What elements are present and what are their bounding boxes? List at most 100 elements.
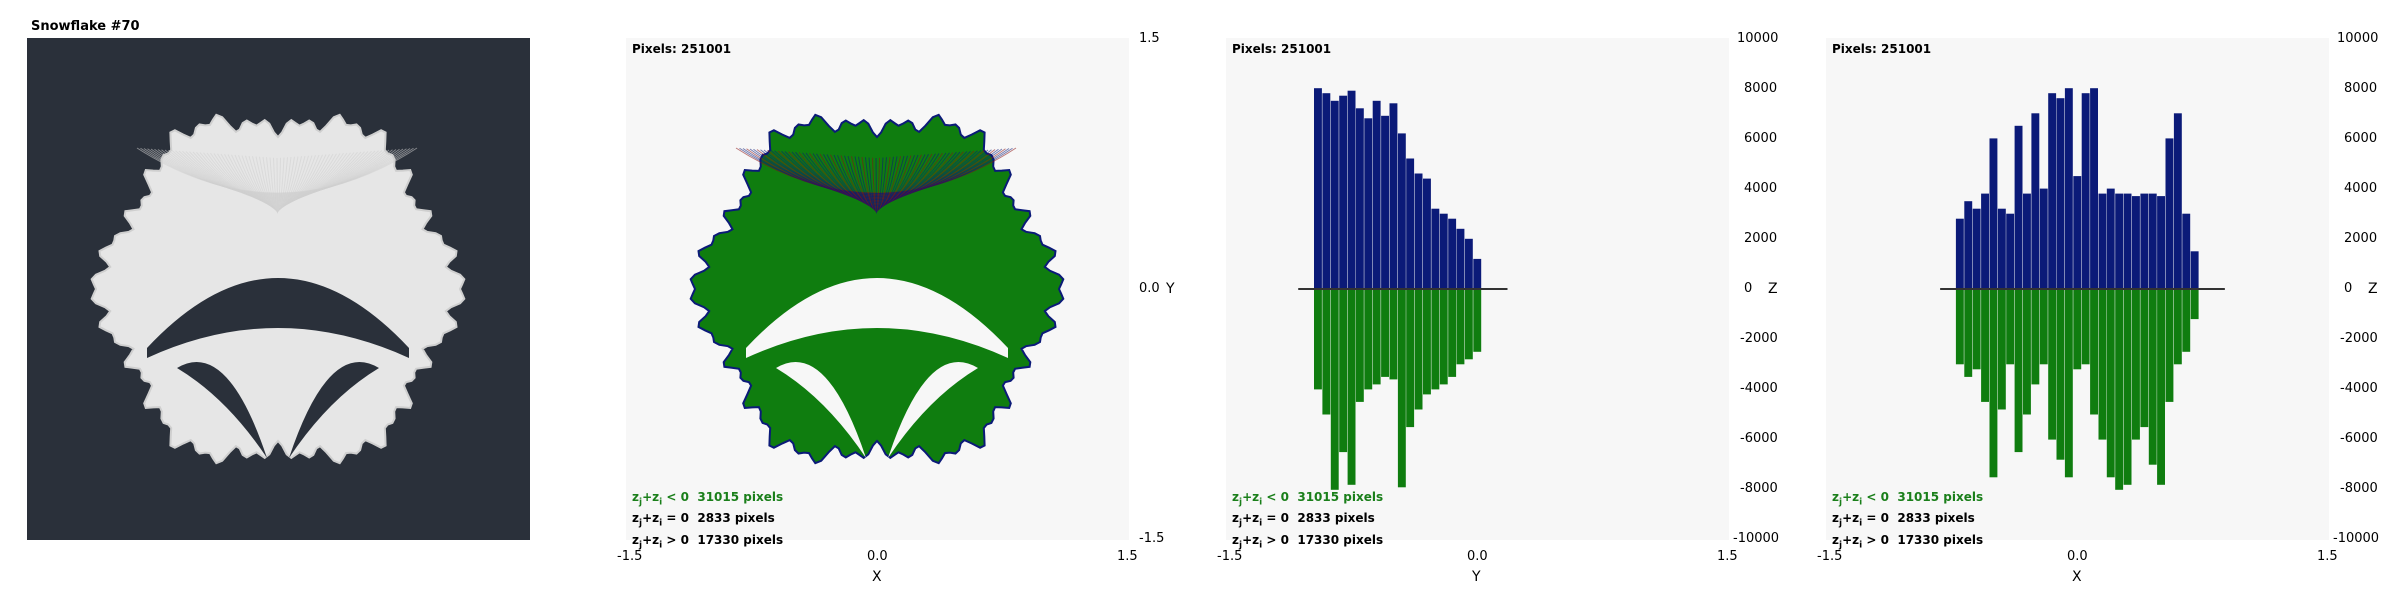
bar-negative: [1955, 289, 1964, 365]
yz-pixels-label: Pixels: 251001: [1232, 42, 1332, 56]
xy-plot: [626, 38, 1129, 540]
bar-negative: [2064, 289, 2073, 478]
snowflake-fan-line: [276, 157, 278, 214]
yz-right-tick-4: 2000: [1744, 231, 1778, 246]
snowflake-shape: [90, 113, 466, 465]
xz-x-tick-left: -1.5: [1817, 549, 1843, 564]
bar-negative: [2098, 289, 2107, 440]
bar-positive: [2031, 113, 2040, 289]
xz-plot: [1826, 38, 2329, 540]
xz-x-tick-right: 1.5: [2317, 549, 2338, 564]
bar-positive: [1414, 173, 1423, 289]
bar-negative: [2048, 289, 2057, 440]
bar-positive: [1981, 193, 1989, 289]
bar-positive: [1322, 93, 1331, 289]
xz-right-tick-3: 4000: [2344, 181, 2378, 196]
bar-negative: [1972, 289, 1981, 370]
bar-positive: [1381, 115, 1389, 289]
bar-positive: [1473, 258, 1482, 289]
xz-bars: [1940, 88, 2225, 490]
bar-positive: [1389, 103, 1398, 289]
bar-negative: [1355, 289, 1364, 402]
yz-right-tick-1: 8000: [1744, 81, 1778, 96]
bar-negative: [2132, 289, 2140, 440]
bar-negative: [1330, 289, 1339, 490]
bar-negative: [2157, 289, 2165, 485]
bar-negative: [2081, 289, 2090, 365]
xy-x-tick-right: 1.5: [1117, 549, 1138, 564]
bar-positive: [2039, 188, 2048, 289]
legend-zero: zj+zi = 0 2833 pixels: [632, 511, 775, 529]
xy-right-tick-top: 1.5: [1139, 31, 1160, 46]
bar-negative: [1473, 289, 1482, 352]
yz-right-axis-name: Z: [1768, 281, 1778, 297]
bar-negative: [2106, 289, 2115, 478]
bar-positive: [2132, 196, 2140, 289]
legend-positive: zj+zi > 0 17330 pixels: [1832, 532, 1984, 551]
yz-right-tick-8: -6000: [1740, 431, 1778, 446]
yz-bars: [1298, 88, 1508, 490]
legend-negative: zj+zi < 0 31015 pixels: [1232, 490, 1384, 508]
bar-negative: [1414, 289, 1423, 410]
snowflake-lower-cutouts: [177, 362, 379, 458]
bar-negative: [1339, 289, 1348, 453]
bar-positive: [1364, 118, 1373, 289]
bar-positive: [1972, 208, 1981, 289]
yz-right-tick-6: -2000: [1740, 331, 1778, 346]
bar-negative: [1456, 289, 1465, 365]
bar-negative: [2039, 289, 2048, 365]
bar-negative: [1364, 289, 1373, 390]
bar-negative: [1389, 289, 1398, 380]
bar-negative: [2123, 289, 2132, 485]
bar-positive: [2056, 98, 2065, 289]
bar-negative: [1981, 289, 1989, 402]
yz-right-tick-3: 4000: [1744, 181, 1778, 196]
xy-right-axis-name: Y: [1166, 281, 1175, 297]
yz-x-tick-left: -1.5: [1217, 549, 1243, 564]
bar-negative: [1314, 289, 1322, 390]
bar-negative: [2190, 289, 2199, 320]
bar-positive: [1955, 218, 1964, 289]
page-title: Snowflake #70: [31, 19, 140, 34]
bar-negative: [1448, 289, 1457, 377]
legend-zero: zj+zi = 0 2833 pixels: [1232, 511, 1375, 529]
xz-right-tick-2: 6000: [2344, 131, 2378, 146]
bar-positive: [1456, 228, 1465, 289]
yz-x-tick-right: 1.5: [1717, 549, 1738, 564]
bar-positive: [2140, 193, 2149, 289]
bar-positive: [1314, 88, 1322, 289]
legend-positive: zj+zi > 0 17330 pixels: [1232, 532, 1384, 551]
bar-negative: [2031, 289, 2040, 385]
bar-negative: [1322, 289, 1331, 415]
bar-negative: [1439, 289, 1448, 385]
bar-negative: [1464, 289, 1473, 360]
xy-pixels-label: Pixels: 251001: [632, 42, 732, 56]
yz-right-tick-7: -4000: [1740, 381, 1778, 396]
bar-positive: [1406, 158, 1415, 289]
bar-negative: [1964, 289, 1973, 377]
bar-positive: [1423, 178, 1431, 289]
yz-x-tick-mid: 0.0: [1467, 549, 1488, 564]
xz-right-tick-5: 0: [2344, 281, 2353, 296]
xz-x-tick-mid: 0.0: [2067, 549, 2088, 564]
xz-right-tick-6: -2000: [2340, 331, 2378, 346]
xz-right-tick-10: -10000: [2333, 531, 2380, 546]
yz-right-tick-9: -8000: [1740, 481, 1778, 496]
bar-positive: [1355, 108, 1364, 289]
bar-positive: [1330, 100, 1339, 290]
bar-negative: [2014, 289, 2023, 453]
yz-legend: zj+zi < 0 31015 pixels zj+zi = 0 2833 pi…: [1232, 489, 1383, 553]
bar-positive: [1964, 201, 1973, 289]
bar-positive: [2073, 176, 2082, 289]
bar-negative: [2023, 289, 2031, 415]
legend-negative: zj+zi < 0 31015 pixels: [1832, 490, 1984, 508]
xz-right-tick-1: 8000: [2344, 81, 2378, 96]
bar-positive: [1439, 213, 1448, 289]
bar-negative: [2182, 289, 2191, 352]
bar-positive: [2014, 125, 2023, 289]
bar-negative: [2056, 289, 2065, 460]
bar-positive: [1431, 208, 1440, 289]
yz-right-tick-5: 0: [1744, 281, 1753, 296]
bar-positive: [1397, 133, 1406, 289]
snowflake-fan-line: [875, 157, 877, 214]
